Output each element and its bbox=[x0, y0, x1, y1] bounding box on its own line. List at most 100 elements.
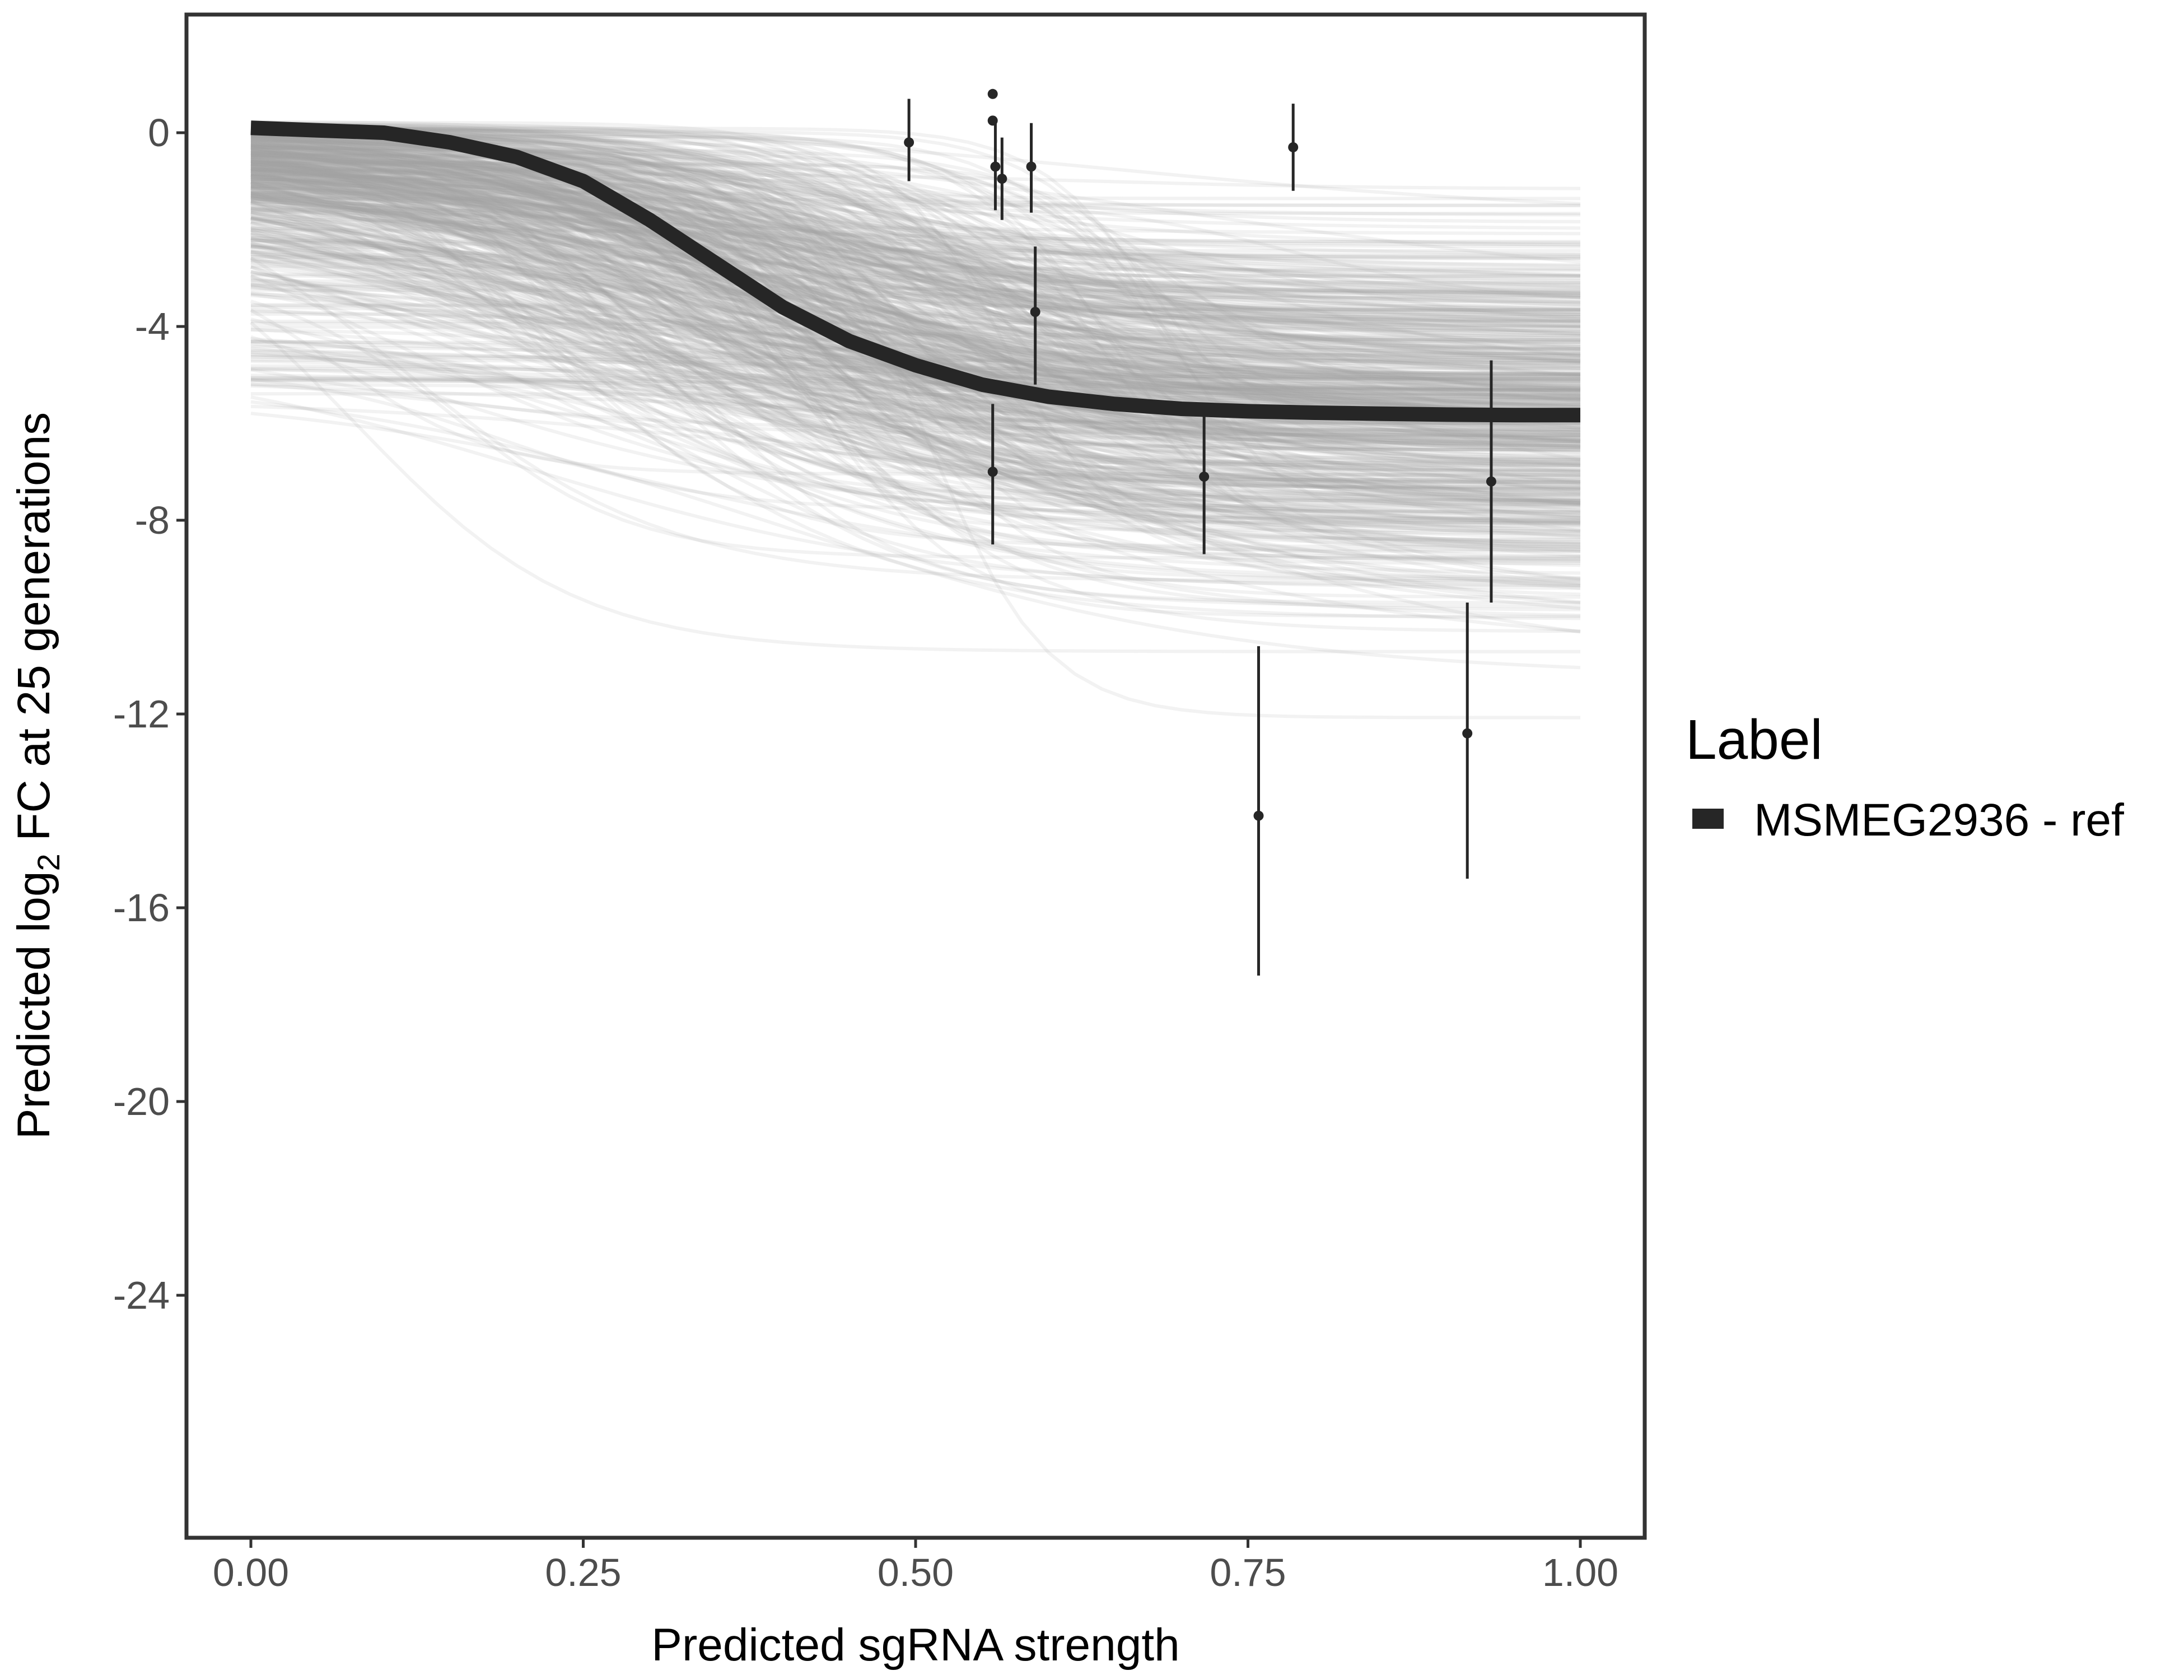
posterior-draw bbox=[250, 215, 1581, 418]
posterior-draw bbox=[250, 220, 1581, 236]
posterior-draw bbox=[250, 180, 1581, 353]
posterior-draw bbox=[250, 154, 1581, 378]
posterior-draw bbox=[250, 317, 1581, 587]
posterior-draw bbox=[250, 133, 1581, 319]
posterior-draw bbox=[250, 211, 1580, 278]
posterior-draw bbox=[251, 303, 1580, 515]
posterior-draw bbox=[250, 194, 1581, 304]
posterior-draw bbox=[250, 137, 1581, 305]
posterior-draw bbox=[250, 291, 1581, 505]
posterior-draw bbox=[250, 151, 1580, 395]
posterior-draw bbox=[250, 366, 1580, 446]
posterior-draw bbox=[250, 166, 1581, 390]
posterior-draw bbox=[250, 126, 1581, 504]
posterior-draw bbox=[250, 199, 1581, 584]
posterior-draw bbox=[250, 154, 1581, 413]
posterior-draw bbox=[250, 200, 1581, 474]
posterior-draw bbox=[250, 212, 1581, 448]
posterior-draw bbox=[250, 144, 1581, 295]
posterior-draw bbox=[250, 158, 1581, 468]
posterior-draw bbox=[250, 161, 1581, 353]
posterior-draw bbox=[250, 216, 1581, 633]
posterior-draw bbox=[250, 171, 1581, 438]
posterior-draw bbox=[250, 150, 1580, 465]
y-tick-label: 0 bbox=[148, 111, 170, 155]
posterior-draw bbox=[250, 181, 1581, 445]
posterior-draw bbox=[250, 245, 1581, 474]
posterior-draw bbox=[250, 202, 1581, 388]
posterior-draw bbox=[250, 196, 1581, 297]
posterior-draw bbox=[250, 185, 1581, 372]
posterior-draw bbox=[250, 143, 1581, 608]
posterior-draw bbox=[250, 121, 1580, 357]
data-point bbox=[1253, 810, 1264, 821]
posterior-draw bbox=[250, 244, 1581, 546]
posterior-draw bbox=[250, 153, 1581, 329]
posterior-draw bbox=[250, 158, 1580, 479]
posterior-draw bbox=[250, 225, 1581, 434]
posterior-draw bbox=[250, 382, 1581, 506]
posterior-draw bbox=[251, 167, 1581, 720]
posterior-draw bbox=[250, 355, 1580, 386]
posterior-draw bbox=[250, 160, 1581, 260]
posterior-draw bbox=[250, 133, 1581, 633]
posterior-draw bbox=[250, 158, 1581, 417]
posterior-draw bbox=[251, 135, 1580, 369]
posterior-draw bbox=[250, 175, 1580, 433]
posterior-draw bbox=[250, 230, 1581, 515]
x-axis-label: Predicted sgRNA strength bbox=[651, 1620, 1179, 1670]
posterior-draw bbox=[250, 378, 1580, 533]
posterior-draw bbox=[250, 152, 1581, 316]
posterior-draw bbox=[250, 150, 1581, 335]
posterior-draw bbox=[250, 178, 1581, 416]
posterior-draw bbox=[250, 148, 1581, 483]
posterior-draw bbox=[250, 125, 1581, 206]
posterior-draw bbox=[250, 157, 1581, 392]
posterior-draw bbox=[250, 160, 1581, 407]
posterior-draw bbox=[250, 124, 1580, 553]
posterior-draw bbox=[251, 184, 1580, 494]
posterior-draw bbox=[250, 186, 1581, 526]
legend-key-MSMEG2936-ref bbox=[1692, 809, 1724, 829]
posterior-draw bbox=[250, 180, 1581, 348]
posterior-draw bbox=[250, 148, 1581, 437]
posterior-draw bbox=[250, 136, 1581, 259]
posterior-draw bbox=[251, 120, 1580, 385]
posterior-draw bbox=[250, 194, 1581, 396]
posterior-draw bbox=[250, 195, 1581, 388]
y-axis-label-prefix: Predicted log bbox=[8, 871, 59, 1140]
posterior-draw bbox=[250, 245, 1581, 505]
posterior-draw bbox=[251, 128, 1580, 329]
posterior-draw bbox=[251, 124, 1580, 216]
posterior-draw bbox=[250, 133, 1581, 342]
posterior-draw bbox=[250, 125, 1581, 429]
posterior-draw bbox=[250, 157, 1580, 435]
posterior-draw bbox=[250, 221, 1581, 563]
posterior-draw bbox=[250, 207, 1581, 466]
posterior-draw bbox=[250, 166, 1581, 492]
posterior-draw bbox=[250, 172, 1581, 364]
posterior-draw bbox=[251, 161, 1581, 503]
posterior-draw bbox=[250, 167, 1581, 296]
posterior-draw bbox=[250, 190, 1581, 335]
posterior-draw bbox=[250, 197, 1581, 278]
posterior-draw bbox=[250, 130, 1581, 507]
posterior-draw bbox=[250, 169, 1581, 398]
posterior-draw bbox=[250, 228, 1581, 519]
posterior-draw bbox=[250, 321, 1581, 356]
posterior-draw bbox=[250, 176, 1581, 590]
posterior-draw bbox=[250, 169, 1581, 462]
posterior-draw bbox=[251, 127, 1581, 450]
posterior-draw bbox=[250, 122, 1580, 342]
posterior-draw bbox=[250, 250, 1580, 311]
posterior-draw bbox=[250, 270, 1581, 452]
posterior-draw bbox=[250, 143, 1581, 519]
posterior-draw bbox=[250, 194, 1581, 517]
posterior-draw bbox=[250, 165, 1581, 437]
posterior-draw bbox=[250, 232, 1581, 539]
posterior-draw bbox=[250, 162, 1581, 277]
posterior-draw bbox=[250, 195, 1581, 438]
posterior-draw bbox=[250, 157, 1581, 431]
posterior-draw bbox=[250, 193, 1581, 278]
